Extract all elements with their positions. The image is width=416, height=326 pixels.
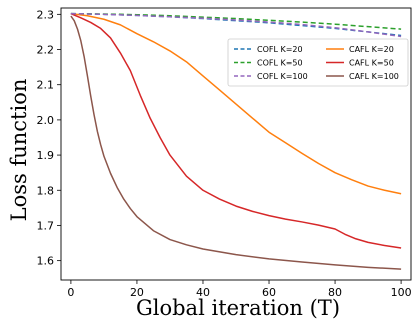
- legend-label: COFL K=20: [257, 45, 303, 54]
- series-line-cafl-k-50: [70, 12, 402, 249]
- x-tick-label: 0: [67, 286, 74, 299]
- legend-label: CAFL K=100: [349, 72, 399, 81]
- y-tick-label: 1.9: [37, 149, 55, 162]
- y-tick-label: 1.7: [37, 219, 55, 232]
- legend-label: COFL K=100: [257, 72, 308, 81]
- legend-label: CAFL K=50: [349, 59, 394, 68]
- series-layer: [70, 12, 402, 270]
- y-tick-label: 1.6: [37, 255, 55, 268]
- series-line-cofl-k-100: [70, 12, 402, 38]
- legend-box: [227, 38, 409, 87]
- series-line-cofl-k-50: [70, 12, 402, 30]
- legend-label: CAFL K=20: [349, 45, 394, 54]
- legend: COFL K=20 CAFL K=20 COFL K=50 CAFL K=50 COFL…: [227, 38, 409, 87]
- series-line-cafl-k-100: [70, 15, 402, 270]
- plot-frame: [60, 7, 412, 281]
- y-tick-label: 2.3: [37, 8, 55, 21]
- y-tick-label: 2.2: [37, 44, 55, 57]
- ticks-layer: 0 20 40 60 80 100 1.6 1.7 1.8 1.9 2.0 2.1 2.2 2.3: [37, 8, 412, 299]
- x-tick-label: 80: [328, 286, 342, 299]
- x-axis-title: Global iteration (T): [136, 296, 340, 320]
- x-tick-label: 100: [391, 286, 412, 299]
- x-tick-label: 20: [130, 286, 144, 299]
- y-tick-label: 1.8: [37, 184, 55, 197]
- x-tick-label: 40: [196, 286, 210, 299]
- x-tick-label: 60: [262, 286, 276, 299]
- y-tick-label: 2.1: [37, 79, 55, 92]
- series-line-cafl-k-20: [70, 12, 402, 195]
- y-tick-label: 2.0: [37, 114, 55, 127]
- legend-label: COFL K=50: [257, 59, 303, 68]
- y-axis-title: Loss function: [7, 79, 31, 222]
